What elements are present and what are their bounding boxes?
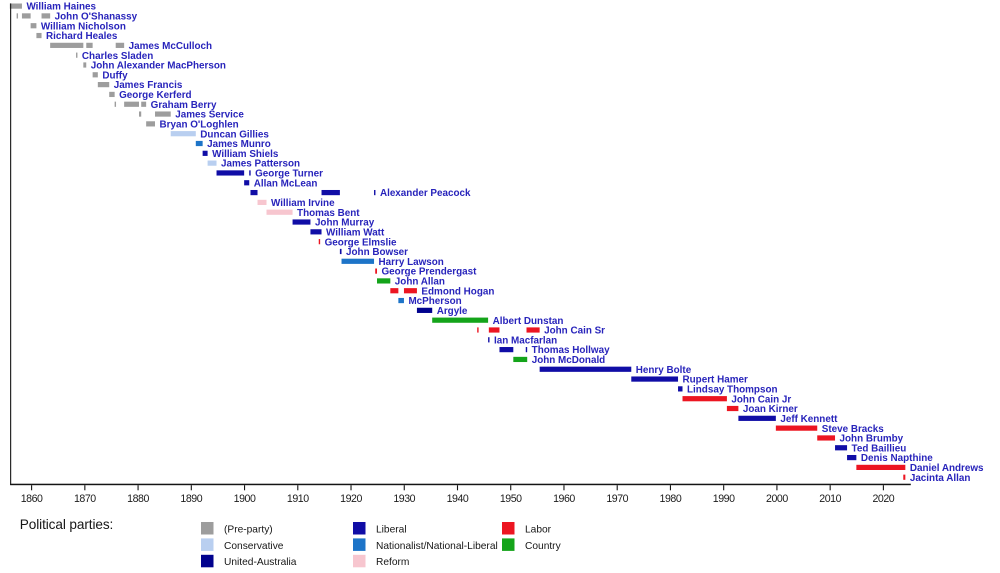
svg-text:Albert Dunstan: Albert Dunstan <box>493 316 564 327</box>
svg-text:Jacinta Allan: Jacinta Allan <box>910 473 971 484</box>
svg-text:George Prendergast: George Prendergast <box>382 267 478 278</box>
svg-text:James McCulloch: James McCulloch <box>129 41 212 52</box>
svg-text:John O'Shanassy: John O'Shanassy <box>55 12 138 23</box>
svg-text:John Allan: John Allan <box>395 277 445 288</box>
svg-text:Country: Country <box>525 541 562 552</box>
svg-text:Henry Bolte: Henry Bolte <box>636 365 692 376</box>
svg-text:Steve Bracks: Steve Bracks <box>822 424 885 435</box>
svg-text:1890: 1890 <box>180 493 202 505</box>
svg-text:Rupert Hamer: Rupert Hamer <box>683 375 748 386</box>
svg-text:Allan McLean: Allan McLean <box>254 178 318 189</box>
svg-text:William Shiels: William Shiels <box>212 149 279 160</box>
svg-text:John Cain Jr: John Cain Jr <box>731 394 791 405</box>
svg-text:Joan Kirner: Joan Kirner <box>743 404 798 415</box>
svg-text:Argyle: Argyle <box>437 306 468 317</box>
svg-text:John Bowser: John Bowser <box>346 247 408 258</box>
svg-text:Bryan O'Loghlen: Bryan O'Loghlen <box>160 119 239 130</box>
svg-text:Charles Sladen: Charles Sladen <box>82 51 153 62</box>
svg-text:United-Australia: United-Australia <box>224 557 297 568</box>
svg-text:Thomas Bent: Thomas Bent <box>297 208 360 219</box>
svg-text:James Service: James Service <box>175 110 244 121</box>
svg-text:John Murray: John Murray <box>315 218 375 229</box>
svg-text:Duffy: Duffy <box>102 70 128 81</box>
svg-text:1980: 1980 <box>660 493 682 505</box>
svg-text:2010: 2010 <box>819 493 841 505</box>
svg-text:1930: 1930 <box>393 493 415 505</box>
svg-text:James Munro: James Munro <box>207 139 271 150</box>
svg-text:Denis Napthine: Denis Napthine <box>861 453 933 464</box>
svg-text:1990: 1990 <box>713 493 735 505</box>
svg-text:Liberal: Liberal <box>376 524 407 535</box>
svg-text:Political parties:: Political parties: <box>20 517 113 532</box>
svg-text:Jeff Kennett: Jeff Kennett <box>780 414 838 425</box>
svg-text:1960: 1960 <box>553 493 575 505</box>
svg-text:John Alexander MacPherson: John Alexander MacPherson <box>91 61 226 72</box>
svg-text:1940: 1940 <box>447 493 469 505</box>
svg-text:Ian Macfarlan: Ian Macfarlan <box>494 335 557 346</box>
svg-text:Ted Baillieu: Ted Baillieu <box>852 443 907 454</box>
svg-text:1860: 1860 <box>21 493 43 505</box>
svg-text:John Brumby: John Brumby <box>840 434 904 445</box>
svg-text:Lindsay Thompson: Lindsay Thompson <box>687 384 778 395</box>
svg-text:John McDonald: John McDonald <box>532 355 606 366</box>
svg-text:McPherson: McPherson <box>408 296 461 307</box>
svg-text:George Kerferd: George Kerferd <box>119 90 191 101</box>
svg-text:Thomas Hollway: Thomas Hollway <box>532 345 610 356</box>
svg-text:2020: 2020 <box>872 493 894 505</box>
svg-text:James Patterson: James Patterson <box>221 159 300 170</box>
svg-text:1870: 1870 <box>74 493 96 505</box>
svg-text:Reform: Reform <box>376 557 409 568</box>
svg-text:John Cain Sr: John Cain Sr <box>544 326 605 337</box>
svg-text:1880: 1880 <box>127 493 149 505</box>
svg-text:George Elmslie: George Elmslie <box>325 237 397 248</box>
svg-text:Labor: Labor <box>525 524 552 535</box>
svg-text:Edmond Hogan: Edmond Hogan <box>421 286 494 297</box>
svg-text:Graham Berry: Graham Berry <box>151 100 217 111</box>
svg-text:1950: 1950 <box>500 493 522 505</box>
svg-text:1970: 1970 <box>606 493 628 505</box>
svg-text:William Irvine: William Irvine <box>271 198 335 209</box>
svg-text:1910: 1910 <box>287 493 309 505</box>
svg-text:Alexander Peacock: Alexander Peacock <box>380 188 471 199</box>
svg-text:2000: 2000 <box>766 493 788 505</box>
svg-text:James Francis: James Francis <box>114 80 183 91</box>
svg-text:Conservative: Conservative <box>224 541 284 552</box>
svg-text:Daniel Andrews: Daniel Andrews <box>910 463 984 474</box>
svg-text:Nationalist/National-Liberal: Nationalist/National-Liberal <box>376 541 498 552</box>
svg-text:William Watt: William Watt <box>326 227 385 238</box>
svg-text:(Pre-party): (Pre-party) <box>224 524 273 535</box>
svg-text:George Turner: George Turner <box>255 169 323 180</box>
svg-text:1900: 1900 <box>234 493 256 505</box>
svg-text:1920: 1920 <box>340 493 362 505</box>
svg-text:Richard Heales: Richard Heales <box>46 31 118 42</box>
svg-text:Duncan Gillies: Duncan Gillies <box>200 129 269 140</box>
svg-text:William Haines: William Haines <box>26 2 96 13</box>
svg-text:William Nicholson: William Nicholson <box>41 21 126 32</box>
svg-text:Harry Lawson: Harry Lawson <box>379 257 444 268</box>
